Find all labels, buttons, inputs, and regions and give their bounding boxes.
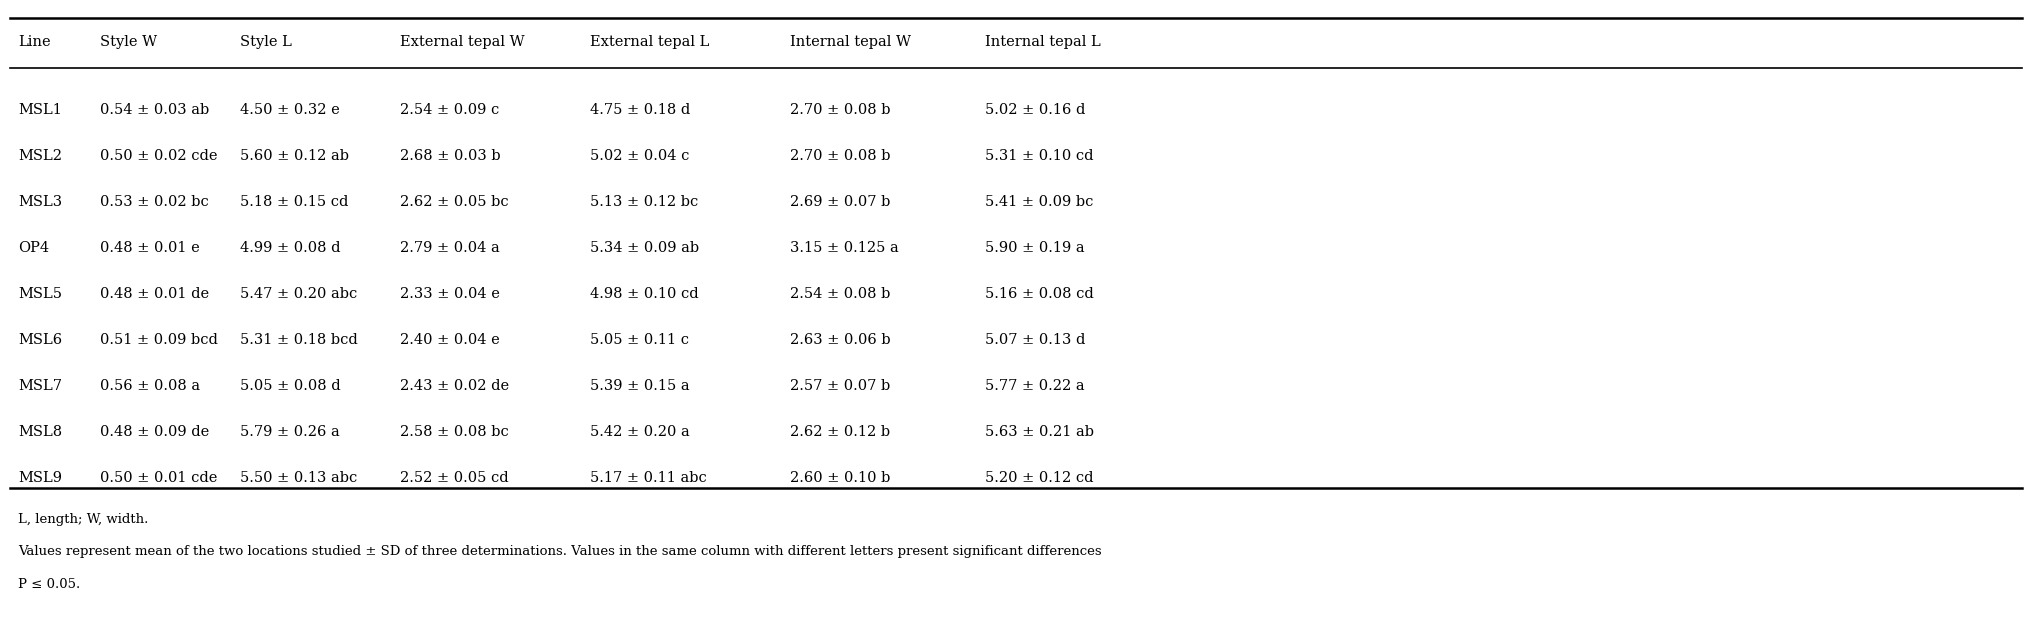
Text: P ≤ 0.05.: P ≤ 0.05. — [18, 577, 79, 591]
Text: 5.05 ± 0.11 c: 5.05 ± 0.11 c — [589, 333, 689, 347]
Text: 0.50 ± 0.01 cde: 0.50 ± 0.01 cde — [100, 471, 217, 485]
Text: 5.20 ± 0.12 cd: 5.20 ± 0.12 cd — [986, 471, 1093, 485]
Text: 2.69 ± 0.07 b: 2.69 ± 0.07 b — [790, 195, 890, 209]
Text: 5.05 ± 0.08 d: 5.05 ± 0.08 d — [240, 379, 341, 393]
Text: 2.62 ± 0.05 bc: 2.62 ± 0.05 bc — [400, 195, 508, 209]
Text: 5.50 ± 0.13 abc: 5.50 ± 0.13 abc — [240, 471, 358, 485]
Text: 0.50 ± 0.02 cde: 0.50 ± 0.02 cde — [100, 149, 217, 163]
Text: Style W: Style W — [100, 35, 156, 49]
Text: 2.70 ± 0.08 b: 2.70 ± 0.08 b — [790, 149, 890, 163]
Text: 5.47 ± 0.20 abc: 5.47 ± 0.20 abc — [240, 287, 358, 301]
Text: Style L: Style L — [240, 35, 293, 49]
Text: MSL3: MSL3 — [18, 195, 63, 209]
Text: 0.54 ± 0.03 ab: 0.54 ± 0.03 ab — [100, 103, 209, 117]
Text: Internal tepal W: Internal tepal W — [790, 35, 910, 49]
Text: Line: Line — [18, 35, 51, 49]
Text: External tepal W: External tepal W — [400, 35, 524, 49]
Text: 4.99 ± 0.08 d: 4.99 ± 0.08 d — [240, 241, 341, 255]
Text: MSL5: MSL5 — [18, 287, 63, 301]
Text: 5.77 ± 0.22 a: 5.77 ± 0.22 a — [986, 379, 1085, 393]
Text: 5.60 ± 0.12 ab: 5.60 ± 0.12 ab — [240, 149, 350, 163]
Text: Internal tepal L: Internal tepal L — [986, 35, 1101, 49]
Text: 5.16 ± 0.08 cd: 5.16 ± 0.08 cd — [986, 287, 1093, 301]
Text: 5.02 ± 0.16 d: 5.02 ± 0.16 d — [986, 103, 1085, 117]
Text: 0.48 ± 0.01 e: 0.48 ± 0.01 e — [100, 241, 199, 255]
Text: MSL1: MSL1 — [18, 103, 61, 117]
Text: 0.53 ± 0.02 bc: 0.53 ± 0.02 bc — [100, 195, 209, 209]
Text: 0.56 ± 0.08 a: 0.56 ± 0.08 a — [100, 379, 199, 393]
Text: 4.75 ± 0.18 d: 4.75 ± 0.18 d — [589, 103, 691, 117]
Text: 0.48 ± 0.09 de: 0.48 ± 0.09 de — [100, 425, 209, 439]
Text: 2.60 ± 0.10 b: 2.60 ± 0.10 b — [790, 471, 890, 485]
Text: 4.50 ± 0.32 e: 4.50 ± 0.32 e — [240, 103, 339, 117]
Text: 0.48 ± 0.01 de: 0.48 ± 0.01 de — [100, 287, 209, 301]
Text: 5.07 ± 0.13 d: 5.07 ± 0.13 d — [986, 333, 1085, 347]
Text: 5.31 ± 0.18 bcd: 5.31 ± 0.18 bcd — [240, 333, 358, 347]
Text: 5.39 ± 0.15 a: 5.39 ± 0.15 a — [589, 379, 689, 393]
Text: 2.57 ± 0.07 b: 2.57 ± 0.07 b — [790, 379, 890, 393]
Text: 5.02 ± 0.04 c: 5.02 ± 0.04 c — [589, 149, 689, 163]
Text: MSL6: MSL6 — [18, 333, 63, 347]
Text: 2.54 ± 0.08 b: 2.54 ± 0.08 b — [790, 287, 890, 301]
Text: 2.33 ± 0.04 e: 2.33 ± 0.04 e — [400, 287, 500, 301]
Text: 2.70 ± 0.08 b: 2.70 ± 0.08 b — [790, 103, 890, 117]
Text: 5.17 ± 0.11 abc: 5.17 ± 0.11 abc — [589, 471, 707, 485]
Text: 5.79 ± 0.26 a: 5.79 ± 0.26 a — [240, 425, 339, 439]
Text: 5.41 ± 0.09 bc: 5.41 ± 0.09 bc — [986, 195, 1093, 209]
Text: MSL9: MSL9 — [18, 471, 63, 485]
Text: 5.31 ± 0.10 cd: 5.31 ± 0.10 cd — [986, 149, 1093, 163]
Text: OP4: OP4 — [18, 241, 49, 255]
Text: 5.18 ± 0.15 cd: 5.18 ± 0.15 cd — [240, 195, 347, 209]
Text: 2.68 ± 0.03 b: 2.68 ± 0.03 b — [400, 149, 500, 163]
Text: 2.52 ± 0.05 cd: 2.52 ± 0.05 cd — [400, 471, 508, 485]
Text: External tepal L: External tepal L — [589, 35, 709, 49]
Text: 2.79 ± 0.04 a: 2.79 ± 0.04 a — [400, 241, 500, 255]
Text: 4.98 ± 0.10 cd: 4.98 ± 0.10 cd — [589, 287, 699, 301]
Text: 2.54 ± 0.09 c: 2.54 ± 0.09 c — [400, 103, 500, 117]
Text: 5.42 ± 0.20 a: 5.42 ± 0.20 a — [589, 425, 689, 439]
Text: 5.63 ± 0.21 ab: 5.63 ± 0.21 ab — [986, 425, 1093, 439]
Text: 3.15 ± 0.125 a: 3.15 ± 0.125 a — [790, 241, 898, 255]
Text: 0.51 ± 0.09 bcd: 0.51 ± 0.09 bcd — [100, 333, 217, 347]
Text: 5.34 ± 0.09 ab: 5.34 ± 0.09 ab — [589, 241, 699, 255]
Text: MSL8: MSL8 — [18, 425, 63, 439]
Text: 2.40 ± 0.04 e: 2.40 ± 0.04 e — [400, 333, 500, 347]
Text: 2.43 ± 0.02 de: 2.43 ± 0.02 de — [400, 379, 510, 393]
Text: MSL7: MSL7 — [18, 379, 63, 393]
Text: 5.90 ± 0.19 a: 5.90 ± 0.19 a — [986, 241, 1085, 255]
Text: 2.58 ± 0.08 bc: 2.58 ± 0.08 bc — [400, 425, 508, 439]
Text: 2.62 ± 0.12 b: 2.62 ± 0.12 b — [790, 425, 890, 439]
Text: 5.13 ± 0.12 bc: 5.13 ± 0.12 bc — [589, 195, 699, 209]
Text: Values represent mean of the two locations studied ± SD of three determinations.: Values represent mean of the two locatio… — [18, 545, 1101, 558]
Text: 2.63 ± 0.06 b: 2.63 ± 0.06 b — [790, 333, 890, 347]
Text: L, length; W, width.: L, length; W, width. — [18, 514, 148, 526]
Text: MSL2: MSL2 — [18, 149, 63, 163]
